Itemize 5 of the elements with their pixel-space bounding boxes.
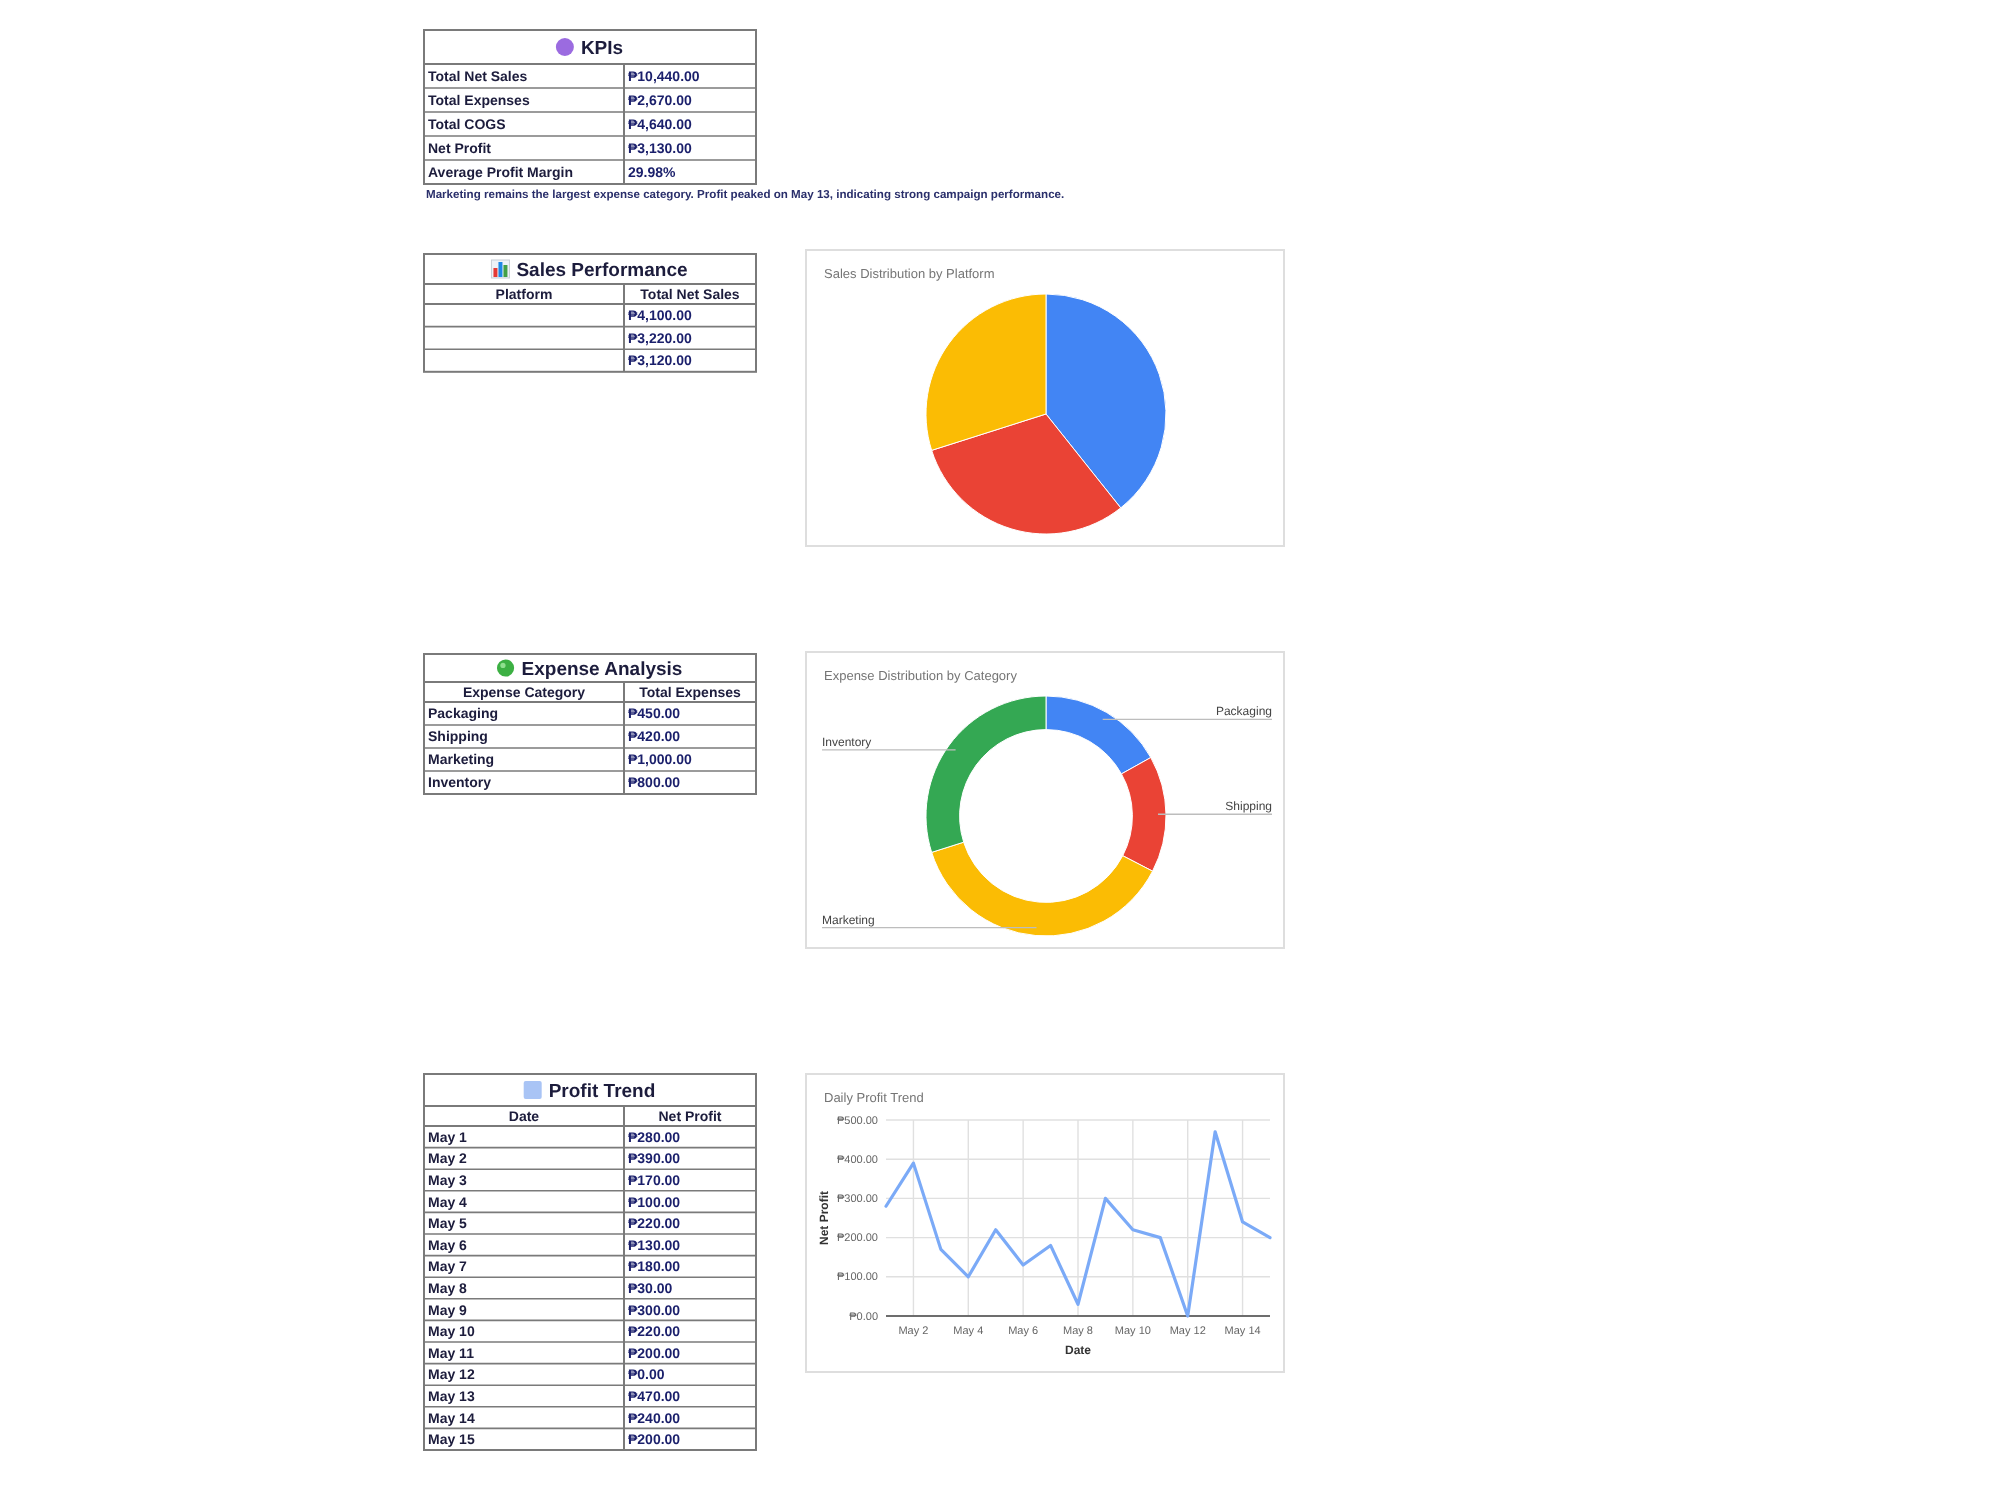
text: Sales Performance: [516, 259, 688, 282]
text: Profit Trend: [548, 1080, 656, 1103]
text: KPIs: [580, 37, 624, 60]
text: Expense Analysis: [521, 658, 683, 681]
line-series: [884, 1130, 1272, 1318]
